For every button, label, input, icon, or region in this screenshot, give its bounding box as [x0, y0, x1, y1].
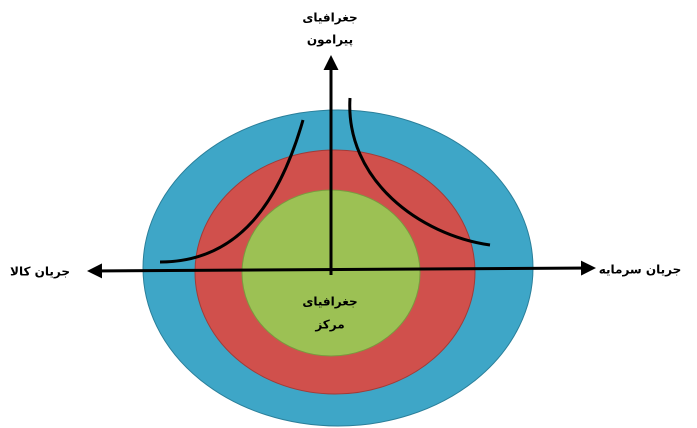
- center-label: جغرافیای: [302, 295, 357, 309]
- horizontal-arrow: [87, 260, 596, 279]
- right-curve: [348, 97, 491, 247]
- left-curve: [159, 119, 305, 264]
- right-label: جریان سرمایه: [599, 263, 682, 277]
- top-label: پیرامون: [307, 33, 353, 48]
- top-label: جغرافیای: [302, 11, 357, 25]
- center-label: مرکز: [314, 318, 344, 332]
- left-label: جریان کالا: [10, 265, 70, 279]
